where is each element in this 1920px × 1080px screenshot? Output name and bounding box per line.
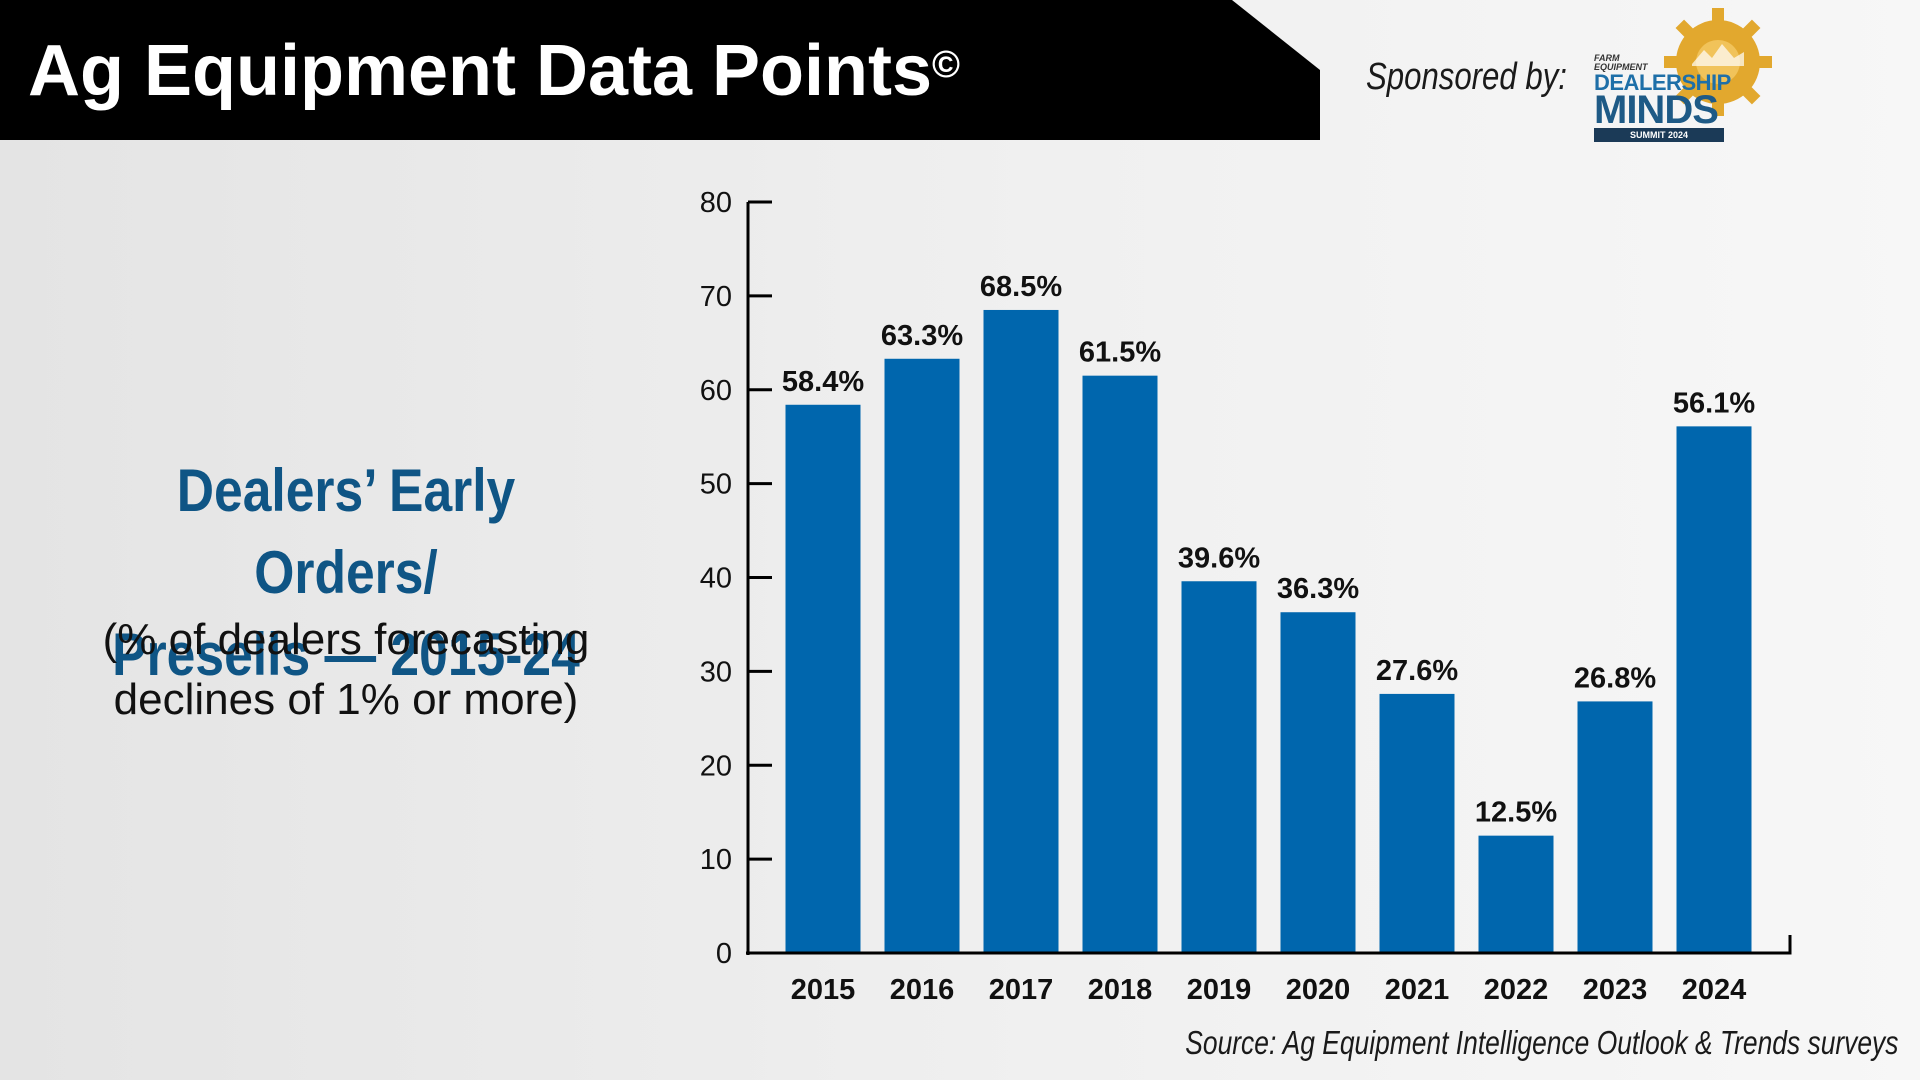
bar-2021	[1379, 693, 1455, 953]
logo-small-line-2: EQUIPMENT	[1594, 62, 1648, 72]
chart-subheading: (% of dealers forecasting declines of 1%…	[36, 610, 656, 730]
bar-2024	[1676, 426, 1752, 954]
data-label-2021: 27.6%	[1376, 655, 1458, 687]
y-tick-label-70: 70	[700, 281, 732, 313]
chart-heading-line-1: Dealers’ Early Orders/	[176, 457, 516, 606]
data-label-2023: 26.8%	[1574, 662, 1656, 694]
bar-2016	[884, 358, 960, 953]
data-label-2016: 63.3%	[881, 320, 963, 352]
data-label-2022: 12.5%	[1475, 797, 1557, 829]
data-label-2017: 68.5%	[980, 271, 1062, 303]
header-bar	[0, 0, 1320, 140]
y-tick-label-80: 80	[700, 187, 732, 219]
logo-tagline: SUMMIT 2024	[1594, 128, 1724, 142]
bar-2022	[1478, 835, 1554, 953]
x-tick-label-2024: 2024	[1682, 974, 1747, 1006]
logo-word-dealership: DEALERSHIP	[1594, 70, 1731, 95]
x-tick-label-2017: 2017	[989, 974, 1054, 1006]
sponsor-logo: FARM EQUIPMENT DEALERSHIP MINDS SUMMIT 2…	[1588, 6, 1778, 142]
data-label-2020: 36.3%	[1277, 573, 1359, 605]
bar-2015	[785, 404, 861, 953]
data-label-2018: 61.5%	[1079, 337, 1161, 369]
chart-heading-line-2: Presells — 2015-24	[112, 621, 580, 688]
bar-2019	[1181, 581, 1257, 953]
bar-2020	[1280, 612, 1356, 953]
data-label-2019: 39.6%	[1178, 542, 1260, 574]
page-title-text: Ag Equipment Data Points	[28, 31, 933, 111]
y-tick-label-10: 10	[700, 844, 732, 876]
y-tick-label-40: 40	[700, 563, 732, 595]
gear-icon	[1664, 8, 1772, 116]
x-tick-label-2015: 2015	[791, 974, 856, 1006]
data-label-2024: 56.1%	[1673, 387, 1755, 419]
y-tick-label-30: 30	[700, 656, 732, 688]
chart-subheading-line-1: (% of dealers forecasting	[102, 615, 590, 664]
x-tick-label-2018: 2018	[1088, 974, 1153, 1006]
bar-2018	[1082, 375, 1158, 953]
logo-word-minds: MINDS	[1594, 88, 1719, 132]
bar-2017	[983, 309, 1059, 953]
logo-small-line-1: FARM	[1594, 53, 1620, 63]
copyright-mark: ©	[932, 44, 961, 86]
x-tick-label-2019: 2019	[1187, 974, 1252, 1006]
x-tick-label-2021: 2021	[1385, 974, 1450, 1006]
data-label-2015: 58.4%	[782, 366, 864, 398]
x-tick-label-2016: 2016	[890, 974, 955, 1006]
logo-small-text: FARM EQUIPMENT	[1594, 54, 1654, 72]
bar-2023	[1577, 701, 1653, 953]
x-tick-label-2020: 2020	[1286, 974, 1351, 1006]
y-tick-label-0: 0	[716, 938, 732, 970]
y-tick-label-60: 60	[700, 375, 732, 407]
chart-heading: Dealers’ Early Orders/ Presells — 2015-2…	[79, 450, 612, 696]
source-note: Source: Ag Equipment Intelligence Outloo…	[1184, 1024, 1898, 1061]
y-tick-label-20: 20	[700, 750, 732, 782]
y-tick-label-50: 50	[700, 469, 732, 501]
page-title: Ag Equipment Data Points©	[28, 26, 960, 116]
x-tick-label-2022: 2022	[1484, 974, 1549, 1006]
sponsor-label: Sponsored by:	[1366, 56, 1567, 98]
chart-subheading-line-2: declines of 1% or more)	[113, 675, 579, 724]
x-tick-label-2023: 2023	[1583, 974, 1648, 1006]
